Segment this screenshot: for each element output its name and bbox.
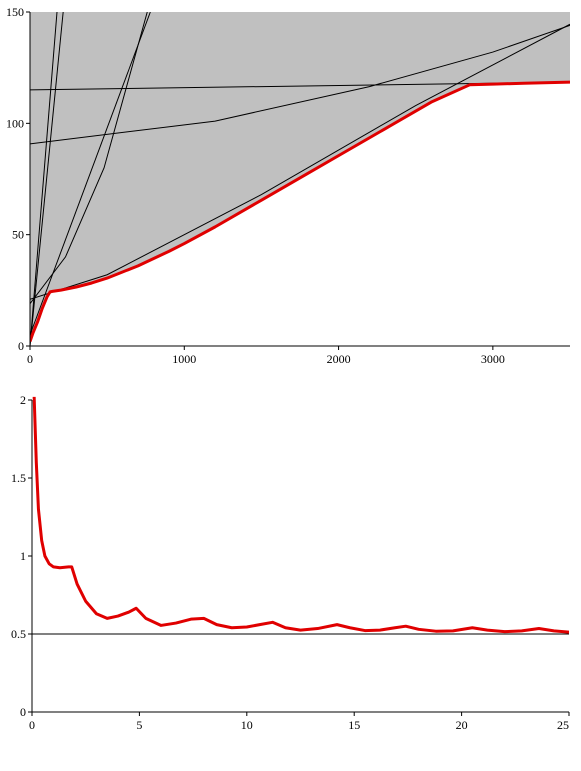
plot-1-axes: 0 1000 2000 3000 0 50 100 150 xyxy=(6,5,570,366)
lower-envelope-line xyxy=(30,80,570,343)
x-tick-label: 20 xyxy=(456,718,468,732)
y-tick-label: 1 xyxy=(20,549,26,563)
constraint-curve xyxy=(30,12,58,346)
plot-2-marks xyxy=(32,396,569,635)
constraint-curve xyxy=(30,23,570,300)
x-tick-label: 5 xyxy=(136,718,142,732)
x-tick-label: 15 xyxy=(348,718,360,732)
x-tick-label: 1000 xyxy=(172,352,196,366)
x-tick-label: 0 xyxy=(29,718,35,732)
y-tick-label: 1.5 xyxy=(11,471,26,485)
y-tick-label: 150 xyxy=(6,5,24,19)
y-tick-label: 50 xyxy=(12,228,24,242)
constraint-curve xyxy=(30,12,64,346)
plot-2-axes: 0 5 10 15 20 25 0 0.5 1 1.5 2 xyxy=(11,393,570,732)
x-tick-label: 10 xyxy=(241,718,253,732)
constraint-curve xyxy=(30,24,570,145)
y-tick-label: 100 xyxy=(6,116,24,130)
constraint-curve xyxy=(30,12,151,336)
ratio-series-line xyxy=(32,396,569,634)
x-tick-label: 25 xyxy=(557,718,569,732)
constraint-curve xyxy=(30,12,148,304)
y-tick-label: 2 xyxy=(20,393,26,407)
envelope-area-chart: 0 1000 2000 3000 0 50 100 150 xyxy=(6,5,570,366)
y-tick-label: 0 xyxy=(20,705,26,719)
ratio-line-chart: 0 5 10 15 20 25 0 0.5 1 1.5 2 xyxy=(11,393,570,732)
y-tick-label: 0 xyxy=(18,339,24,353)
x-tick-label: 2000 xyxy=(327,352,351,366)
x-tick-label: 0 xyxy=(27,352,33,366)
plot-1-marks xyxy=(30,12,570,346)
x-tick-label: 3000 xyxy=(481,352,505,366)
y-tick-label: 0.5 xyxy=(11,627,26,641)
